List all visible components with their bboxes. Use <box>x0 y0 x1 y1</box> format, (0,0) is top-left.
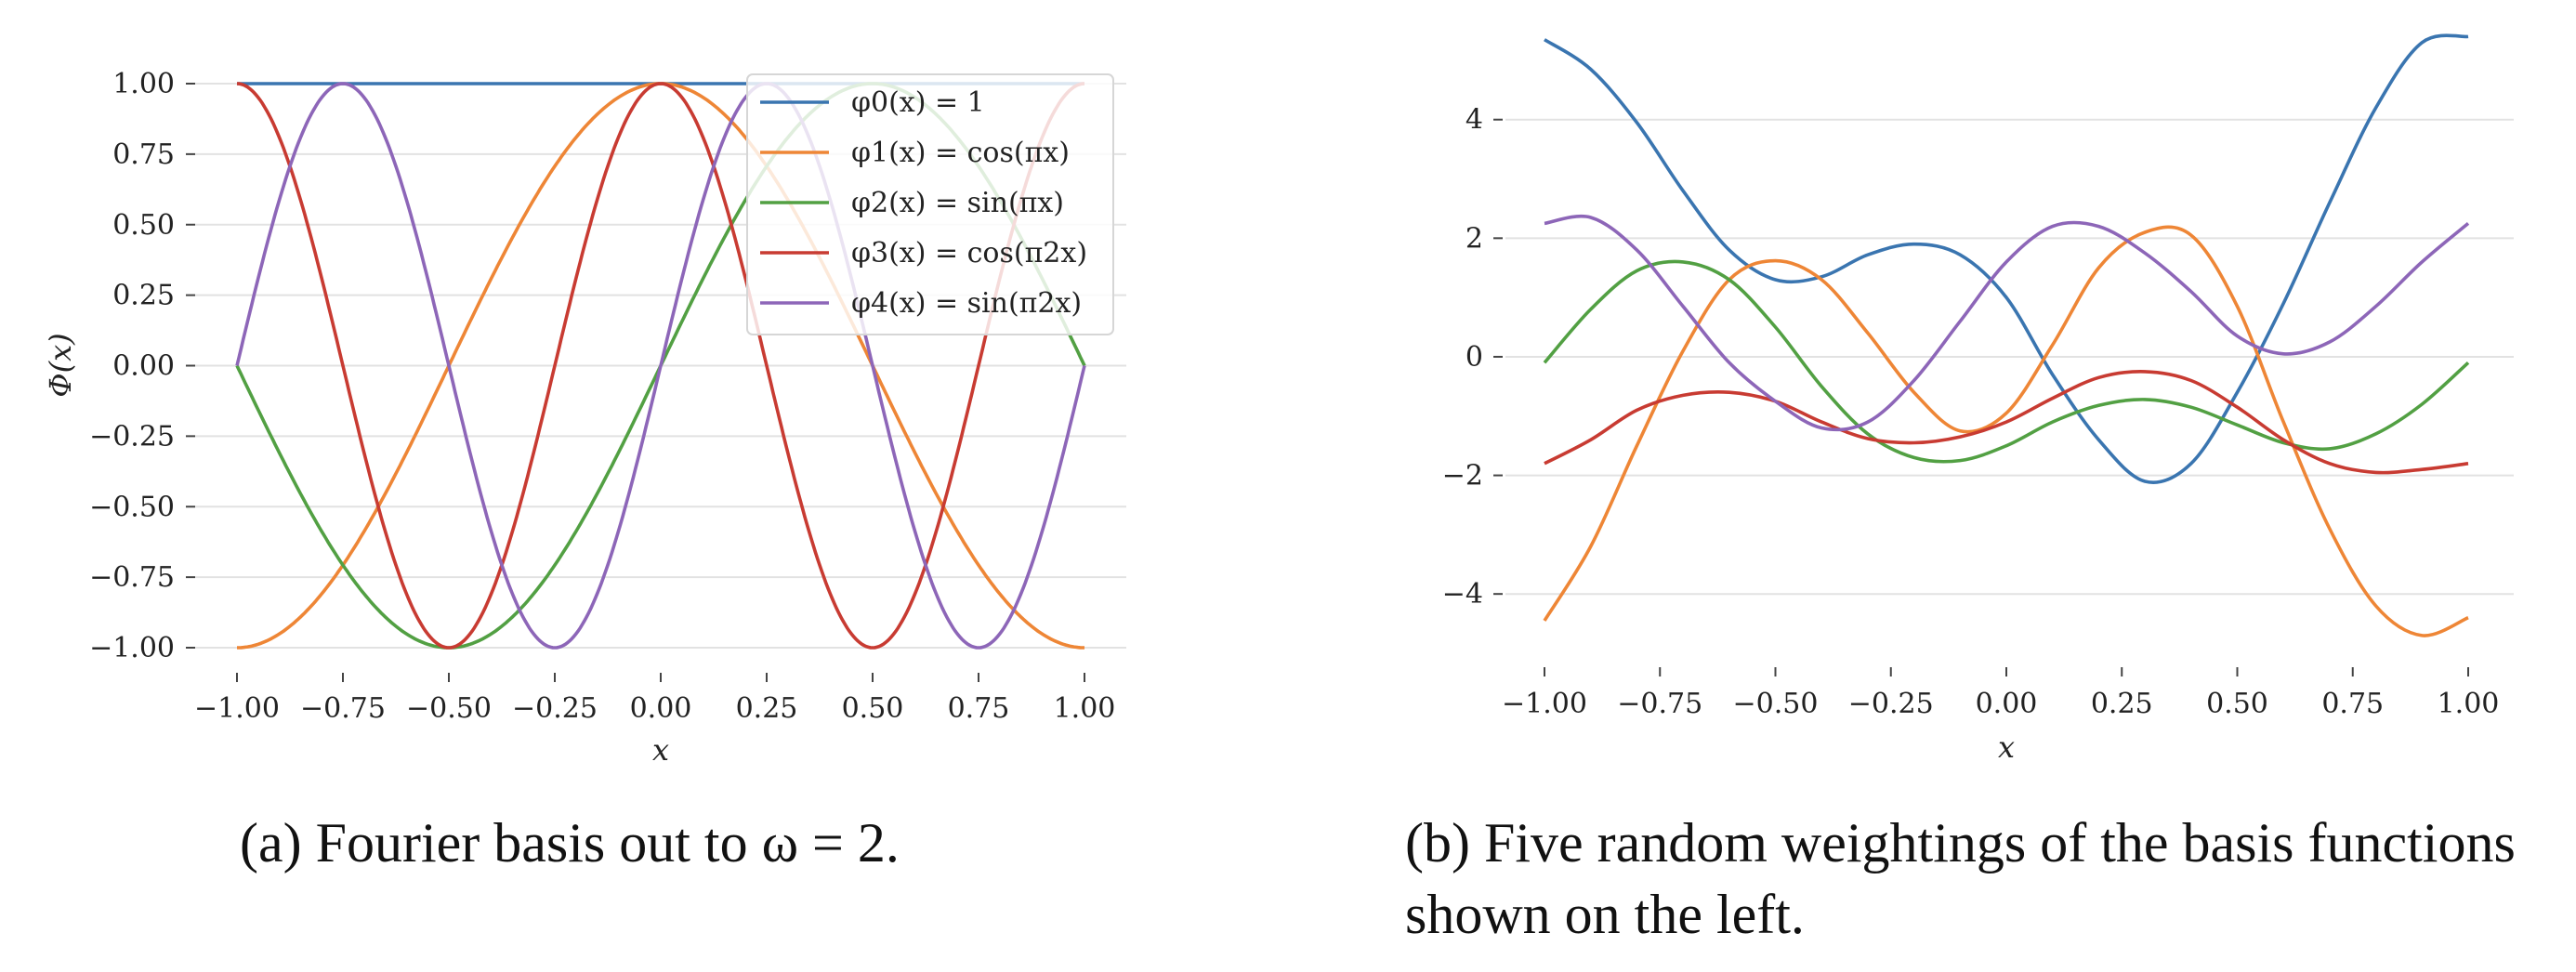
x-axis-label: x <box>652 732 669 768</box>
tick-label-x: 0.50 <box>2206 688 2268 720</box>
series-line-weighting-5 <box>1544 215 2470 432</box>
tick-label-x: −1.00 <box>1502 688 1587 720</box>
tick-label-y: 0.75 <box>112 138 175 171</box>
tick-label-y: 4 <box>1465 104 1483 137</box>
legend-box <box>746 73 1114 335</box>
tick-label-x: 0.50 <box>842 692 904 725</box>
y-axis-label: Φ(x) <box>43 333 78 397</box>
tick-label-x: 0.75 <box>948 692 1010 725</box>
tick-label-x: −0.25 <box>1848 688 1934 720</box>
x-axis-label: x <box>1998 729 2015 765</box>
tick-label-y: −0.75 <box>89 561 175 594</box>
tick-label-x: −0.50 <box>406 692 492 725</box>
tick-label-x: 1.00 <box>1054 692 1116 725</box>
tick-label-x: 0.75 <box>2321 688 2384 720</box>
tick-label-x: 1.00 <box>2438 688 2500 720</box>
series-line-weighting-1 <box>1544 33 2469 484</box>
tick-label-x: −0.75 <box>300 692 386 725</box>
tick-label-y: −0.50 <box>89 491 175 523</box>
legend-label-phi3: φ3(x) = cos(π2x) <box>851 237 1087 269</box>
tick-label-x: −0.25 <box>512 692 598 725</box>
caption-a: (a) Fourier basis out to ω = 2. <box>240 812 900 873</box>
tick-label-x: −0.50 <box>1733 688 1819 720</box>
tick-label-y: 2 <box>1465 222 1483 255</box>
tick-label-x: 0.00 <box>630 692 692 725</box>
tick-label-y: 1.00 <box>112 68 175 100</box>
series-line-weighting-3 <box>1543 259 2470 464</box>
tick-label-y: 0.25 <box>112 280 175 312</box>
series-line-phi4 <box>235 82 1086 650</box>
tick-label-y: −4 <box>1442 578 1483 611</box>
series-line-weighting-2 <box>1543 225 2469 637</box>
tick-label-y: −2 <box>1442 460 1483 493</box>
legend-label-phi2: φ2(x) = sin(πx) <box>851 187 1064 219</box>
tick-label-y: 0.00 <box>112 350 175 383</box>
series-line-phi3 <box>236 82 1085 650</box>
legend-label-phi4: φ4(x) = sin(π2x) <box>851 287 1082 320</box>
tick-label-x: 0.25 <box>736 692 798 725</box>
legend-label-phi1: φ1(x) = cos(πx) <box>851 137 1070 169</box>
legend: φ0(x) = 1 φ1(x) = cos(πx) φ2(x) = sin(πx) φ… <box>746 73 1114 335</box>
caption-b-line2: shown on the left. <box>1405 884 1805 945</box>
tick-label-y: 0 <box>1465 341 1483 374</box>
legend-label-phi0: φ0(x) = 1 <box>851 86 985 119</box>
chart-a-fourier-basis: 1.00 0.75 0.50 0.25 0.00 −0.25 −0.50 −0.75 −1.00… <box>43 68 1126 768</box>
tick-label-y: −1.00 <box>89 632 175 664</box>
tick-label-x: −0.75 <box>1617 688 1702 720</box>
caption-b-line1: (b) Five random weightings of the basis … <box>1405 812 2516 873</box>
tick-label-x: 0.00 <box>1976 688 2038 720</box>
chart-b-random-weightings: 4 2 0 −2 −4 −1.00 −0.75 −0.50 −0.25 0.00 0.25 0.50 0… <box>1442 33 2514 765</box>
tick-label-y: 0.50 <box>112 209 175 242</box>
tick-label-y: −0.25 <box>89 420 175 453</box>
tick-label-x: −1.00 <box>194 692 280 725</box>
series-line-weighting-4 <box>1544 370 2469 475</box>
tick-label-x: 0.25 <box>2091 688 2153 720</box>
